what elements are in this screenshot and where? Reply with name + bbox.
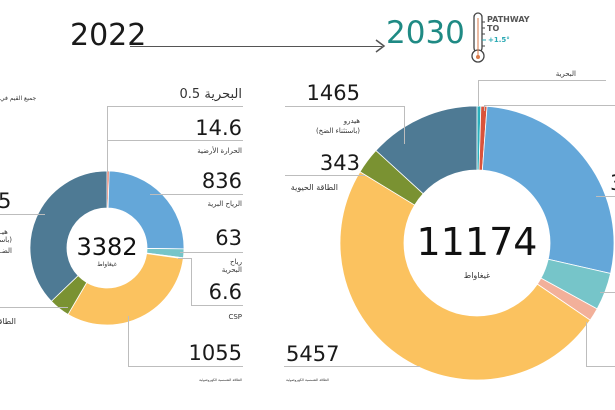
left-geothermal-value: 14.6 <box>195 116 242 140</box>
donut-2030-slice-solar-pv <box>339 171 591 381</box>
left-offshore-label-2: البحرية <box>221 266 242 274</box>
left-bio-label: الطاقـ <box>0 317 16 326</box>
left-leader-offshore <box>180 252 243 253</box>
right-leader-marine <box>478 80 606 81</box>
right-leader-csp-v <box>586 322 587 367</box>
left-solar-label: الطاقة الشمسية الكهروضوئية <box>199 378 242 382</box>
right-leader-onshore <box>596 196 615 197</box>
left-leader-geothermal <box>107 140 243 141</box>
donut-2022-slice-solar-pv <box>67 253 184 326</box>
left-leader-marine <box>107 106 243 107</box>
right-leader-marine-v <box>478 80 479 106</box>
left-onshore-label: الرياح البرية <box>207 200 242 208</box>
right-leader-geothermal-v <box>484 105 485 111</box>
year-2030: 2030 <box>386 15 465 51</box>
left-hydro-label-3: الضـ <box>0 247 12 255</box>
right-solar-label: الطاقة الشمسية الكهروضوئية <box>286 378 329 382</box>
pathway-label-3: +1.5° <box>488 36 510 44</box>
donut-2022-slice-onshore-wind <box>107 170 185 250</box>
donut-2030-unit: غيغاواط <box>464 271 490 280</box>
pathway-label-2: TO <box>487 24 500 33</box>
right-hydro-label-1: هيدرو <box>343 117 360 125</box>
right-leader-geothermal <box>484 105 615 106</box>
year-2022: 2022 <box>70 18 147 53</box>
left-geothermal-label: الحرارة الأرضية <box>197 147 242 155</box>
right-hydro-label-2: (باستثناء الضخ) <box>315 127 360 135</box>
left-leader-marine-v <box>107 106 108 172</box>
left-leader-csp-v <box>191 258 192 305</box>
right-leader-offshore <box>600 292 615 293</box>
units-note: جميع القيم في <box>0 95 37 102</box>
right-leader-csp <box>586 366 615 367</box>
donut-2022-total: 3382 <box>76 233 137 261</box>
right-leader-hydro <box>285 106 404 107</box>
donut-2030-total: 11174 <box>417 220 538 264</box>
left-solar-value: 1055 <box>188 341 242 365</box>
left-leader-csp-top <box>178 258 191 259</box>
timeline-arrow-line <box>130 46 382 47</box>
right-bio-label: الطاقة الحيوية <box>290 183 338 192</box>
left-hydro-label-1: هيـ <box>0 228 8 236</box>
left-hydro-label-2: (باسـ <box>0 236 12 244</box>
left-hydro-value: 5 <box>0 189 12 213</box>
left-offshore-label-1: رياح <box>230 258 242 266</box>
left-marine-label: البحرية 0.5 <box>179 87 242 102</box>
left-leader-csp <box>191 305 243 306</box>
donut-2022-slice-hydro <box>29 170 108 302</box>
left-leader-onshore <box>150 194 243 195</box>
left-leader-bio <box>0 307 68 308</box>
left-onshore-value: 836 <box>201 169 242 193</box>
donut-2022-unit: غيغاواط <box>97 261 117 268</box>
right-leader-hydro-v <box>404 106 405 144</box>
right-solar-value: 5457 <box>286 342 340 366</box>
donut-2030-slice-onshore-wind <box>481 105 615 274</box>
left-csp-label: CSP <box>228 313 242 321</box>
left-offshore-value: 63 <box>215 226 242 250</box>
right-onshore-value: 3 <box>610 172 615 194</box>
left-leader-hydro <box>0 214 45 215</box>
donut-2030-slice-hydro <box>375 105 478 195</box>
left-leader-solar <box>128 366 243 367</box>
right-leader-solar <box>284 366 420 367</box>
left-leader-solar-v <box>128 316 129 366</box>
right-hydro-value: 1465 <box>306 81 360 105</box>
right-marine-label: البحرية <box>555 70 576 78</box>
right-bio-value: 343 <box>319 151 360 175</box>
left-csp-value: 6.6 <box>208 280 242 304</box>
pathway-label-1: PATHWAY <box>487 15 530 24</box>
right-leader-bio <box>285 175 365 176</box>
